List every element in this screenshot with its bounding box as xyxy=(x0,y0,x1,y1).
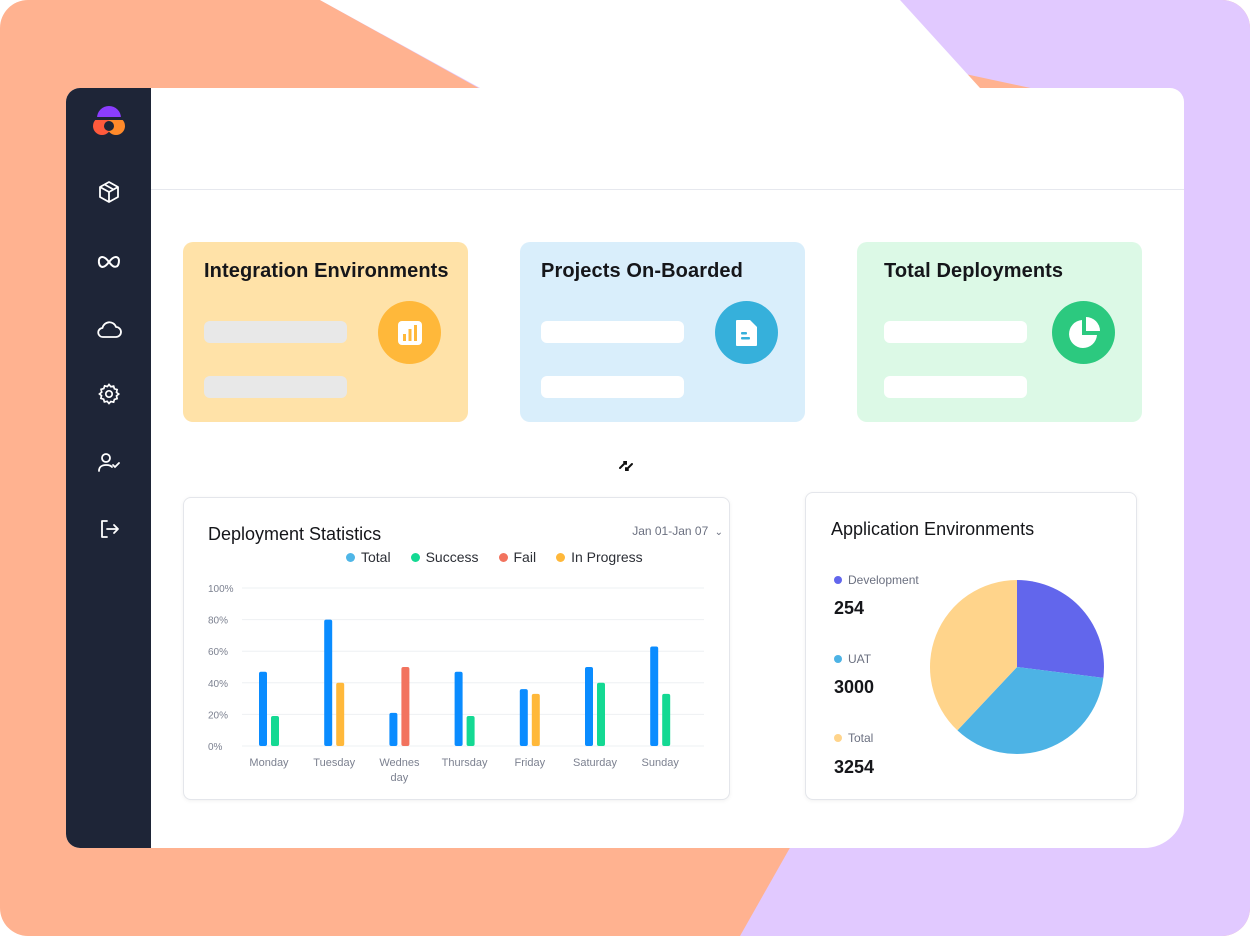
placeholder-bar xyxy=(204,376,347,398)
bar xyxy=(389,712,398,746)
legend-dot xyxy=(834,655,842,663)
document-icon xyxy=(715,301,778,364)
date-range-value: Jan 01-Jan 07 xyxy=(632,524,709,538)
env-value-development: 254 xyxy=(834,598,865,618)
pie-slice xyxy=(930,580,1017,731)
pie-slice xyxy=(957,667,1104,754)
bar-chart-icon xyxy=(378,301,441,364)
x-tick-label: Monday xyxy=(249,757,289,769)
cloud-icon[interactable] xyxy=(96,316,122,342)
app-logo[interactable] xyxy=(90,104,128,144)
y-tick-label: 60% xyxy=(208,647,228,658)
x-tick-label: Wednes xyxy=(379,757,420,769)
env-value-uat: 3000 xyxy=(834,677,875,697)
card-projects-on-boarded[interactable]: Projects On-Boarded xyxy=(520,242,805,422)
bar xyxy=(650,646,659,746)
bar xyxy=(271,715,279,746)
legend-dot xyxy=(556,552,566,562)
bar xyxy=(519,689,528,746)
pie-chart-icon xyxy=(1052,301,1115,364)
bar xyxy=(454,671,463,746)
env-label-text: UAT xyxy=(848,652,872,666)
deployment-bar-chart: 100% 80% 60% 40% 20% 0% Monday Tuesday Wednes day… xyxy=(208,584,704,784)
bar xyxy=(597,682,605,746)
bar xyxy=(259,671,267,746)
x-tick-label: day xyxy=(391,772,409,784)
chart-legend: Total Success Fail In Progress xyxy=(346,549,643,565)
legend-item-success[interactable]: Success xyxy=(410,549,479,565)
placeholder-bar xyxy=(204,321,347,343)
infinity-icon[interactable] xyxy=(96,249,122,275)
gear-icon[interactable] xyxy=(96,381,122,407)
x-tick-label: Tuesday xyxy=(313,757,355,769)
bar xyxy=(662,693,671,746)
deployment-statistics-panel: Deployment Statistics Jan 01-Jan 07 ⌄ To… xyxy=(183,497,730,800)
cube-icon[interactable] xyxy=(96,179,122,205)
x-tick-label: Friday xyxy=(515,757,546,769)
resize-cursor-icon xyxy=(616,458,636,478)
y-tick-label: 80% xyxy=(208,616,228,627)
bar xyxy=(531,693,540,746)
bar xyxy=(324,619,333,746)
bar xyxy=(466,715,475,746)
chevron-down-icon: ⌄ xyxy=(714,527,723,538)
environment-pie-chart xyxy=(930,580,1104,754)
legend-dot xyxy=(410,552,420,562)
legend-dot xyxy=(834,734,842,742)
card-title: Total Deployments xyxy=(884,260,1064,282)
y-tick-label: 20% xyxy=(208,710,228,721)
env-label-uat: UAT xyxy=(834,652,871,666)
legend-dot xyxy=(346,552,355,562)
env-label-total: Total xyxy=(834,731,873,745)
card-title: Projects On-Boarded xyxy=(541,260,743,282)
panel-title: Deployment Statistics xyxy=(208,524,382,544)
legend-label: Fail xyxy=(513,549,537,565)
application-environments-panel: Application Environments Development 254… xyxy=(805,492,1137,800)
legend-dot xyxy=(498,552,508,562)
bar xyxy=(336,682,345,746)
y-tick-label: 0% xyxy=(208,742,223,753)
placeholder-bar xyxy=(541,321,684,343)
y-tick-label: 40% xyxy=(208,679,228,690)
x-tick-label: Sunday xyxy=(642,757,680,769)
logout-icon[interactable] xyxy=(96,516,122,542)
x-tick-label: Thursday xyxy=(442,757,488,769)
legend-label: Total xyxy=(361,549,391,565)
date-range-select[interactable]: Jan 01-Jan 07 ⌄ xyxy=(632,524,723,538)
sidebar xyxy=(66,88,151,848)
bar xyxy=(585,667,593,746)
top-bar xyxy=(151,88,1184,190)
legend-label: In Progress xyxy=(571,549,643,565)
card-total-deployments[interactable]: Total Deployments xyxy=(857,242,1142,422)
legend-item-fail[interactable]: Fail xyxy=(498,549,537,565)
env-label-text: Total xyxy=(848,731,874,745)
legend-dot xyxy=(834,576,842,584)
x-tick-label: Saturday xyxy=(573,757,618,769)
card-title: Integration Environments xyxy=(204,260,449,282)
app-window: Integration Environments Projects On-Boa… xyxy=(66,88,1184,848)
y-tick-label: 100% xyxy=(208,584,234,595)
bar xyxy=(401,667,410,746)
env-label-text: Development xyxy=(848,573,919,587)
placeholder-bar xyxy=(884,376,1027,398)
user-check-icon[interactable] xyxy=(96,449,122,475)
env-value-total: 3254 xyxy=(834,757,875,777)
legend-item-in-progress[interactable]: In Progress xyxy=(556,549,643,565)
pie-slice xyxy=(1017,580,1104,678)
placeholder-bar xyxy=(541,376,684,398)
legend-item-total[interactable]: Total xyxy=(346,549,391,565)
env-label-development: Development xyxy=(834,573,919,587)
card-integration-environments[interactable]: Integration Environments xyxy=(183,242,468,422)
legend-label: Success xyxy=(425,549,479,565)
placeholder-bar xyxy=(884,321,1027,343)
panel-title: Application Environments xyxy=(831,519,1035,539)
